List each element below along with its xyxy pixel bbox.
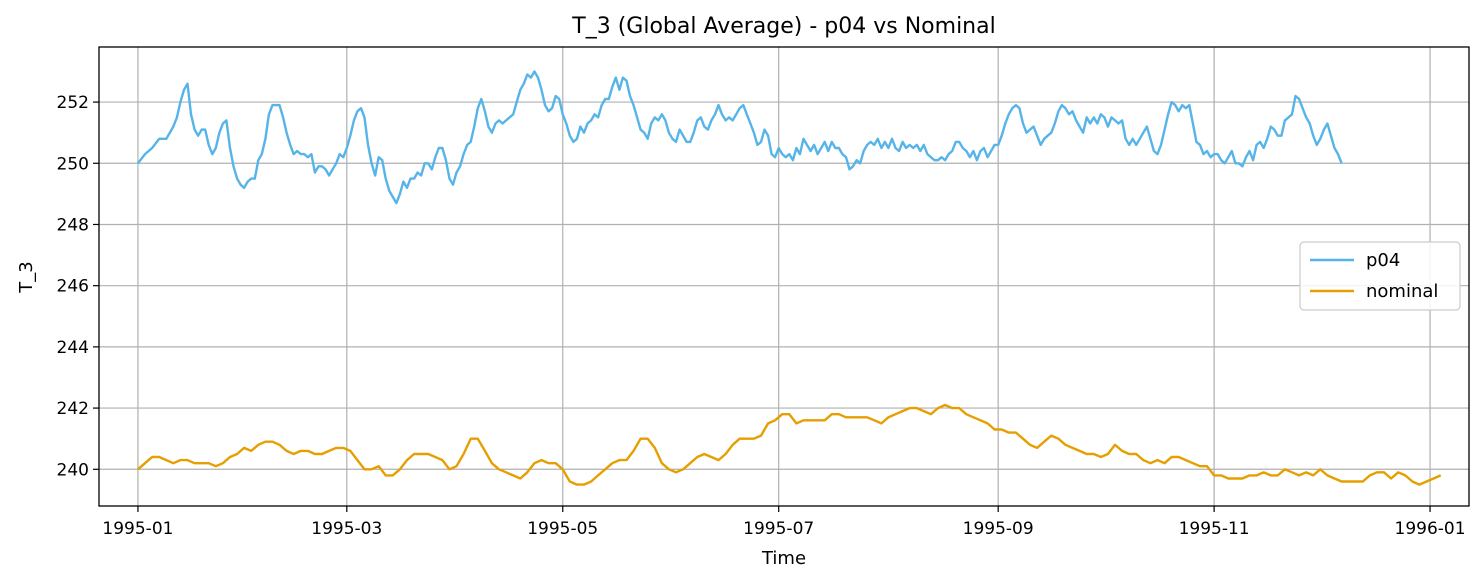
chart-title: T_3 (Global Average) - p04 vs Nominal <box>571 14 995 39</box>
plot-frame <box>98 46 1470 507</box>
legend-label-nominal: nominal <box>1366 281 1438 302</box>
y-tick-label: 250 <box>57 154 89 174</box>
x-tick-label: 1995-11 <box>1179 519 1250 539</box>
x-tick-label: 1995-09 <box>963 519 1034 539</box>
axis-ticks: 1995-01 1995-03 1995-05 1995-07 1995-09 1995-… <box>57 93 1466 539</box>
series-layer <box>136 70 1442 486</box>
y-tick-label: 242 <box>57 399 89 419</box>
y-tick-label: 248 <box>57 215 89 235</box>
series-line-nominal <box>137 403 1442 486</box>
x-tick-label: 1995-07 <box>743 519 814 539</box>
x-tick-label: 1995-03 <box>311 519 382 539</box>
x-tick-label: 1995-01 <box>102 519 173 539</box>
x-tick-label: 1995-05 <box>527 519 598 539</box>
series-line-p04 <box>136 70 1343 205</box>
y-tick-label: 240 <box>57 460 89 480</box>
legend: p04 nominal <box>1299 241 1461 311</box>
y-tick-label: 252 <box>57 93 89 113</box>
x-tick-label: 1996-01 <box>1395 519 1466 539</box>
y-tick-label: 244 <box>57 338 89 358</box>
x-axis-label: Time <box>761 548 806 569</box>
y-tick-label: 246 <box>57 277 89 297</box>
y-axis-label: T_3 <box>16 261 37 293</box>
legend-label-p04: p04 <box>1366 250 1400 271</box>
